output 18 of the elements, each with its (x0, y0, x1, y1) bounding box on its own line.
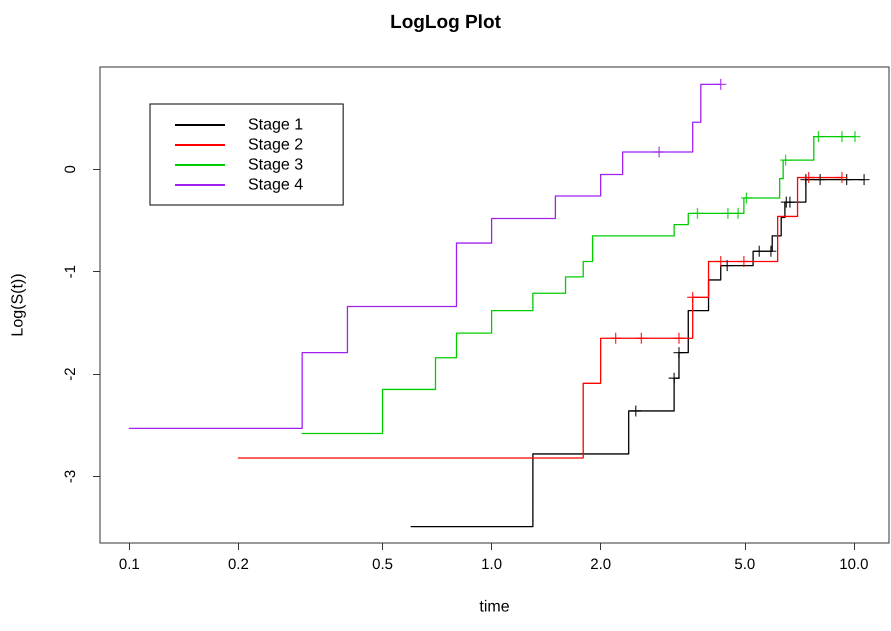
y-tick-label: -3 (62, 470, 79, 484)
x-tick-label: 0.1 (118, 556, 140, 573)
y-tick-label: -1 (62, 265, 79, 278)
x-tick-label: 2.0 (590, 556, 612, 573)
chart-title: LogLog Plot (390, 12, 502, 33)
y-axis-title: Log(S(t)) (10, 273, 26, 337)
legend-label: Stage 4 (248, 176, 304, 194)
x-tick-label: 10.0 (839, 556, 868, 573)
y-tick-label: -2 (62, 367, 79, 381)
x-tick-label: 0.5 (372, 556, 393, 573)
x-axis-title: time (479, 598, 510, 616)
legend-label: Stage 2 (248, 136, 304, 154)
legend-label: Stage 1 (248, 116, 304, 134)
x-tick-label: 1.0 (481, 556, 502, 573)
legend-label: Stage 3 (248, 156, 304, 174)
x-tick-label: 0.2 (228, 556, 249, 573)
x-tick-label: 5.0 (734, 556, 756, 573)
y-tick-label: 0 (62, 165, 79, 174)
